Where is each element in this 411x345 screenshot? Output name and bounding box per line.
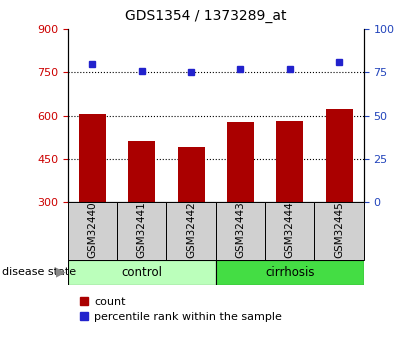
Text: GSM32442: GSM32442 — [186, 201, 196, 258]
Bar — [326, 109, 353, 202]
Bar — [68, 260, 216, 285]
Bar — [216, 260, 364, 285]
Text: GDS1354 / 1373289_at: GDS1354 / 1373289_at — [125, 9, 286, 23]
Bar — [79, 114, 106, 202]
Text: disease state: disease state — [2, 267, 76, 277]
Bar — [265, 202, 314, 260]
Text: GSM32441: GSM32441 — [137, 201, 147, 258]
Text: GSM32445: GSM32445 — [334, 201, 344, 258]
Bar — [178, 147, 205, 202]
Text: cirrhosis: cirrhosis — [265, 266, 314, 279]
Text: ▶: ▶ — [56, 266, 66, 279]
Text: GSM32443: GSM32443 — [236, 201, 245, 258]
Text: GSM32444: GSM32444 — [285, 201, 295, 258]
Bar — [227, 122, 254, 202]
Bar — [117, 202, 166, 260]
Text: control: control — [121, 266, 162, 279]
Bar — [216, 202, 265, 260]
Text: GSM32440: GSM32440 — [88, 202, 97, 258]
Bar — [68, 202, 117, 260]
Bar — [314, 202, 364, 260]
Bar — [128, 141, 155, 202]
Bar — [276, 121, 303, 202]
Legend: count, percentile rank within the sample: count, percentile rank within the sample — [80, 297, 282, 322]
Bar — [166, 202, 216, 260]
